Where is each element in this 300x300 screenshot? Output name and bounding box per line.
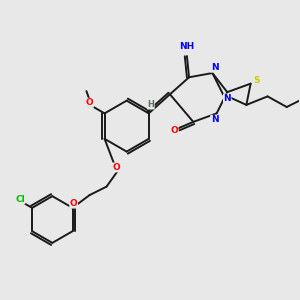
Text: O: O [112, 163, 120, 172]
Text: O: O [170, 126, 178, 135]
Text: O: O [86, 98, 94, 107]
Text: H: H [147, 100, 154, 109]
Text: N: N [211, 115, 218, 124]
Text: N: N [211, 63, 218, 72]
Text: N: N [224, 94, 231, 103]
Text: Cl: Cl [15, 195, 25, 204]
Text: S: S [254, 76, 260, 85]
Text: NH: NH [179, 42, 194, 51]
Text: O: O [70, 199, 77, 208]
